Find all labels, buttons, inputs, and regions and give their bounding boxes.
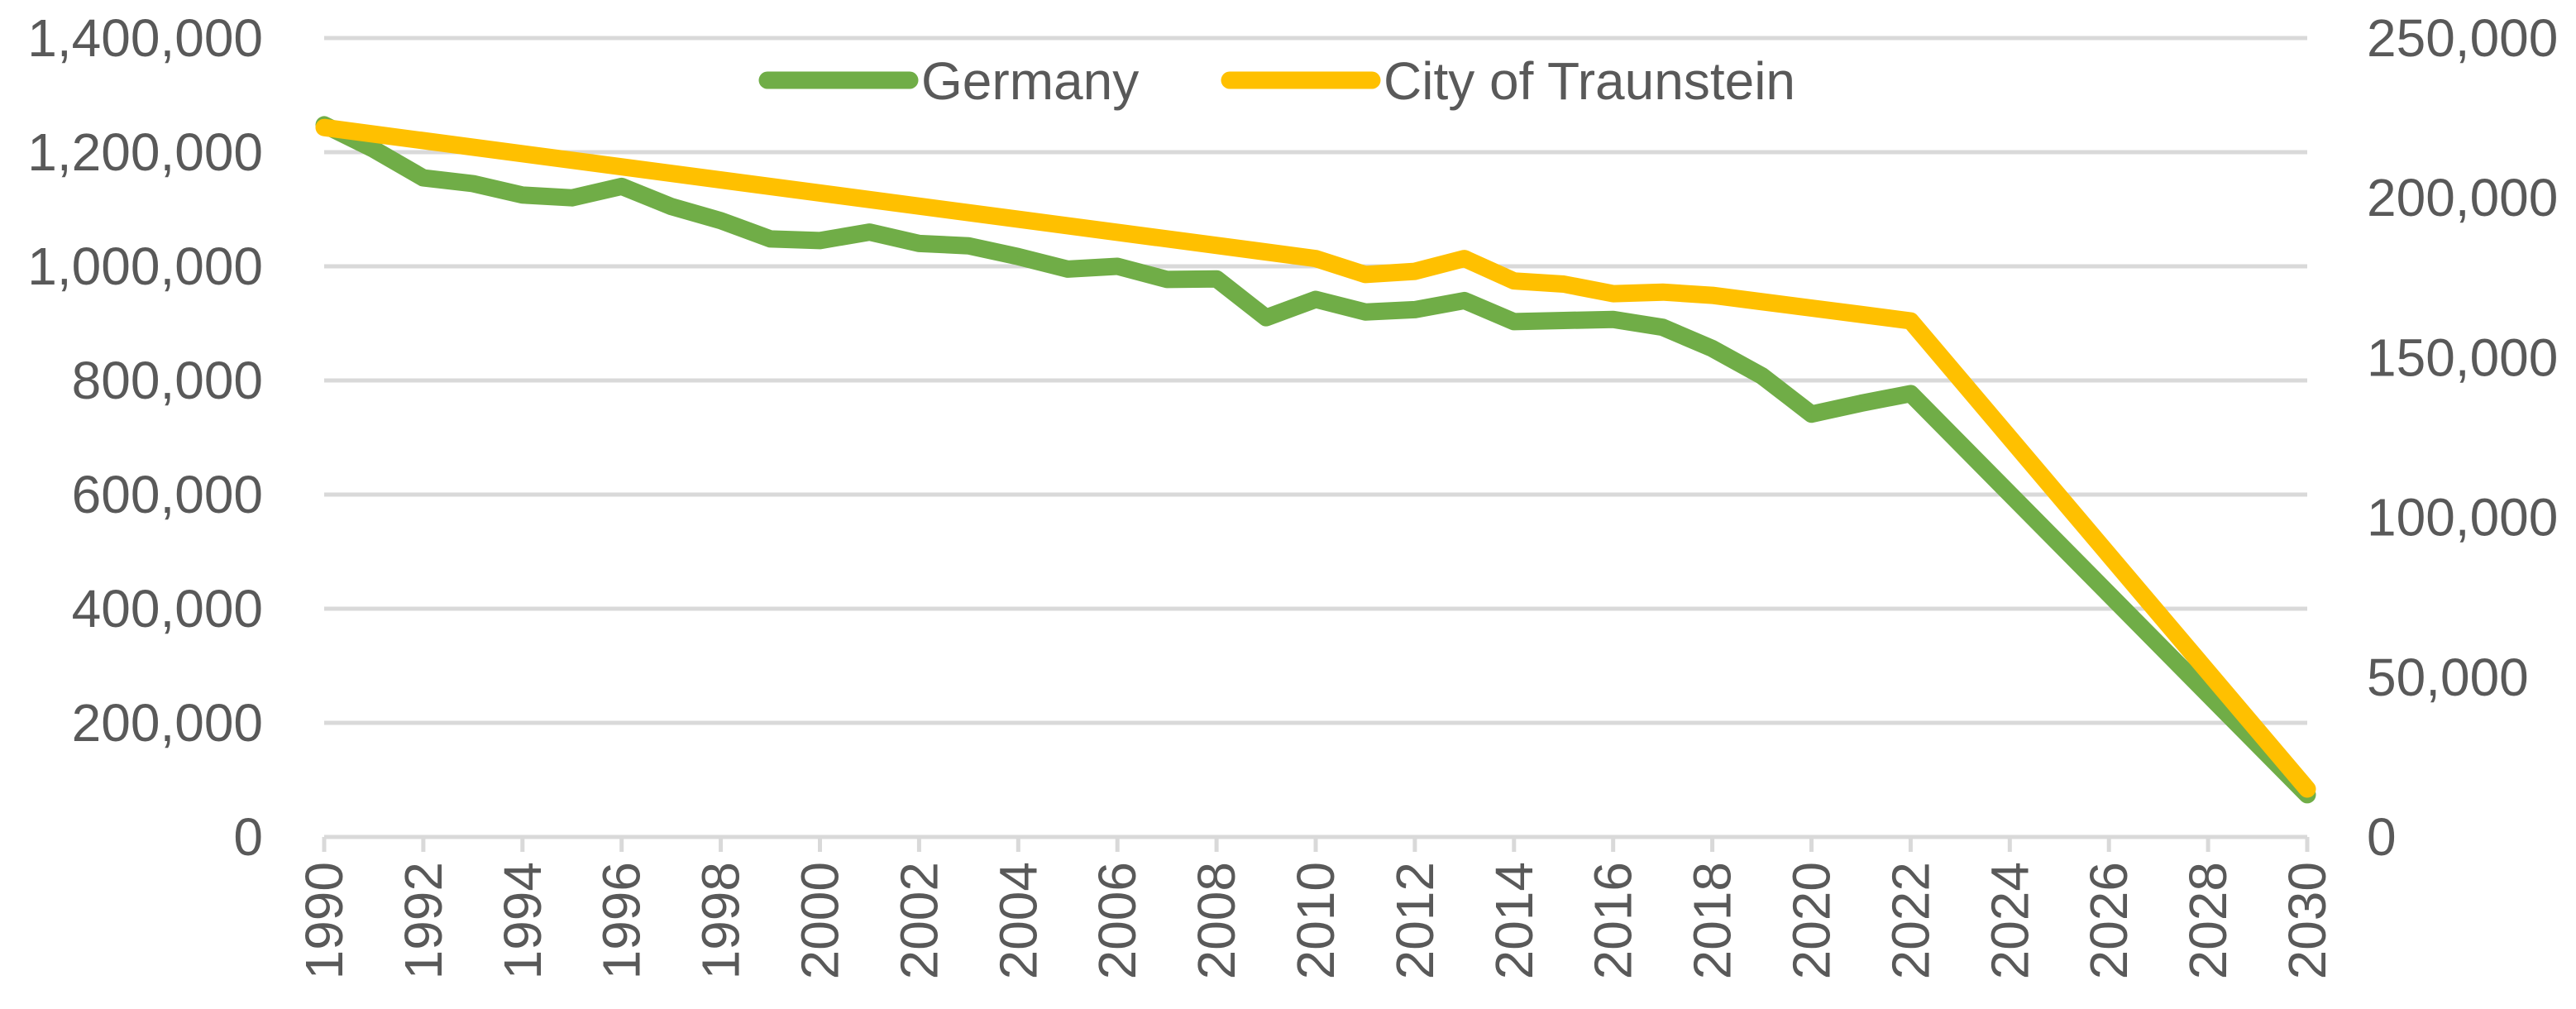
data-point	[1761, 375, 1763, 376]
x-tick-label: 2012	[1385, 862, 1445, 979]
data-point	[1116, 265, 1118, 267]
axes: 0 200,000 400,000 600,000 800,000 1,000,000 1,…	[27, 8, 2558, 979]
data-point	[918, 242, 920, 244]
y-left-tick-label: 400,000	[72, 579, 263, 638]
y-left-tick-label: 800,000	[72, 351, 263, 410]
series-line-germany	[315, 116, 2316, 804]
x-tick-label: 2018	[1683, 862, 1742, 979]
x-tick-label: 2002	[889, 862, 949, 979]
x-tick-label: 2010	[1286, 862, 1345, 979]
data-point	[373, 149, 375, 151]
x-tick-label: 2004	[988, 862, 1048, 979]
data-point	[323, 127, 325, 128]
data-point	[1364, 274, 1366, 275]
x-tick-label: 1992	[394, 862, 453, 979]
data-point	[1513, 280, 1515, 282]
data-point	[1216, 278, 1217, 280]
data-point	[1414, 270, 1416, 272]
y-right-tick-label: 100,000	[2367, 488, 2558, 548]
data-point	[1712, 347, 1713, 349]
data-point	[1017, 256, 1019, 257]
gridlines	[324, 36, 2307, 725]
data-point	[1563, 284, 1565, 285]
series-line-city-of-traunstein	[315, 118, 2316, 798]
x-tick-label: 2024	[1980, 862, 2039, 979]
data-point	[1860, 313, 1862, 315]
x-tick-label: 2028	[2178, 862, 2238, 979]
data-point	[720, 220, 722, 222]
x-tick-label: 1996	[592, 862, 652, 979]
data-point	[1860, 403, 1862, 404]
x-tick-label: 2000	[791, 862, 850, 979]
data-point	[1414, 308, 1416, 310]
y-right-tick-label: 150,000	[2367, 328, 2558, 387]
x-tick-label: 1998	[691, 862, 751, 979]
data-point	[1662, 291, 1664, 293]
x-tick-label: 1990	[294, 862, 354, 979]
data-point	[1364, 311, 1366, 313]
y-left-tick-label: 1,000,000	[27, 237, 263, 296]
x-tick-label: 1994	[493, 862, 552, 979]
data-point	[621, 185, 623, 187]
y-right-tick-label: 0	[2367, 807, 2397, 867]
x-tick-label: 2016	[1584, 862, 1643, 979]
data-point	[522, 194, 523, 196]
data-point	[2306, 788, 2308, 790]
legend-label-city-of-traunstein: City of Traunstein	[1384, 51, 1795, 111]
y-left-tick-label: 200,000	[72, 693, 263, 753]
y-left-tick-label: 1,400,000	[27, 8, 263, 68]
data-point	[1662, 327, 1664, 328]
y-right-tick-label: 250,000	[2367, 8, 2558, 68]
data-point	[1712, 294, 1713, 296]
data-point	[1315, 299, 1317, 300]
y-left-tick-label: 1,200,000	[27, 122, 263, 182]
y-right-tick-label: 200,000	[2367, 168, 2558, 227]
x-tick-label: 2030	[2277, 862, 2337, 979]
x-tick-label: 2026	[2079, 862, 2139, 979]
legend-label-germany: Germany	[921, 51, 1139, 111]
data-point	[1464, 258, 1465, 260]
data-point	[1166, 279, 1168, 280]
data-point	[1909, 393, 1911, 395]
data-point	[1315, 258, 1317, 260]
x-tick-label: 2020	[1782, 862, 1842, 979]
data-point	[770, 238, 772, 240]
data-point	[1909, 320, 1911, 322]
x-tick-label: 2006	[1087, 862, 1147, 979]
plot-area	[315, 116, 2316, 804]
y-right-tick-label: 50,000	[2367, 648, 2529, 707]
data-point	[1464, 299, 1465, 301]
data-point	[1761, 301, 1763, 303]
y-left-tick-label: 600,000	[72, 465, 263, 524]
data-point	[1563, 320, 1565, 322]
x-tick-label: 2008	[1187, 862, 1246, 979]
x-tick-label: 2022	[1881, 862, 1940, 979]
legend: Germany City of Traunstein	[758, 51, 1795, 111]
data-point	[1513, 321, 1515, 323]
data-point	[472, 183, 474, 184]
y-left-tick-label: 0	[233, 807, 263, 867]
x-tick-label: 2014	[1484, 862, 1544, 979]
